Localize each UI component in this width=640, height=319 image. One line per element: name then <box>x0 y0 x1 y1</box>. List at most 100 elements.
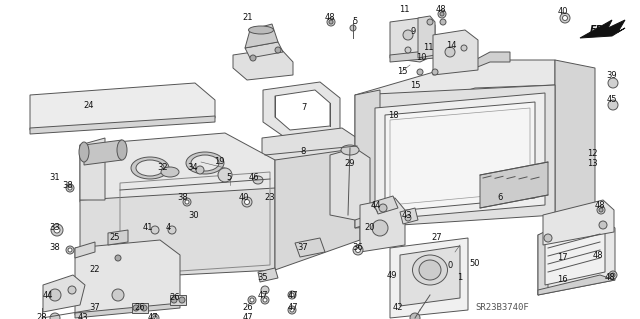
Text: 38: 38 <box>63 181 74 189</box>
Circle shape <box>250 298 254 302</box>
Circle shape <box>261 296 269 304</box>
Text: 31: 31 <box>50 174 60 182</box>
Polygon shape <box>400 246 460 306</box>
Text: 12: 12 <box>587 149 597 158</box>
Text: 48: 48 <box>593 250 604 259</box>
Ellipse shape <box>161 167 179 177</box>
Text: 26: 26 <box>134 303 145 313</box>
Polygon shape <box>475 52 510 68</box>
Text: 21: 21 <box>243 13 253 23</box>
Circle shape <box>440 12 444 16</box>
Text: 11: 11 <box>423 42 433 51</box>
Circle shape <box>115 255 121 261</box>
Text: 10: 10 <box>416 54 426 63</box>
Text: 26: 26 <box>243 303 253 313</box>
Circle shape <box>288 291 296 299</box>
Ellipse shape <box>131 157 169 179</box>
Text: 35: 35 <box>258 273 268 283</box>
Circle shape <box>66 246 74 254</box>
Text: 47: 47 <box>288 291 298 300</box>
Circle shape <box>372 220 388 236</box>
Polygon shape <box>75 240 180 315</box>
Circle shape <box>171 297 177 303</box>
Text: 8: 8 <box>300 147 306 157</box>
Text: 24: 24 <box>84 100 94 109</box>
Polygon shape <box>263 82 340 136</box>
Circle shape <box>609 271 617 279</box>
Text: FR.: FR. <box>590 25 608 35</box>
Polygon shape <box>390 50 435 62</box>
Text: 48: 48 <box>605 273 615 283</box>
Circle shape <box>248 296 256 304</box>
Polygon shape <box>355 60 555 118</box>
Polygon shape <box>330 148 370 220</box>
Polygon shape <box>170 295 186 305</box>
Ellipse shape <box>117 140 127 160</box>
Polygon shape <box>538 275 615 295</box>
Polygon shape <box>555 60 595 220</box>
Circle shape <box>403 30 413 40</box>
Text: 37: 37 <box>90 303 100 313</box>
Polygon shape <box>390 238 468 318</box>
Text: 30: 30 <box>189 211 199 219</box>
Circle shape <box>563 16 568 20</box>
Text: 32: 32 <box>157 164 168 173</box>
Text: 11: 11 <box>399 5 409 14</box>
Text: 15: 15 <box>410 80 420 90</box>
Circle shape <box>353 245 363 255</box>
Text: 0: 0 <box>447 261 452 270</box>
Circle shape <box>432 69 438 75</box>
Polygon shape <box>80 133 275 202</box>
Circle shape <box>544 234 552 242</box>
Text: 44: 44 <box>43 291 53 300</box>
Polygon shape <box>275 90 330 130</box>
Text: 25: 25 <box>109 234 120 242</box>
Text: 7: 7 <box>301 102 307 112</box>
Circle shape <box>179 297 185 303</box>
Circle shape <box>438 10 446 18</box>
Ellipse shape <box>341 145 359 155</box>
Text: 1: 1 <box>458 273 463 283</box>
Text: 34: 34 <box>188 164 198 173</box>
Circle shape <box>608 78 618 88</box>
Text: 46: 46 <box>249 173 259 182</box>
Circle shape <box>112 289 124 301</box>
Ellipse shape <box>196 166 204 174</box>
Circle shape <box>405 215 411 221</box>
Circle shape <box>54 227 60 233</box>
Polygon shape <box>400 208 418 224</box>
Polygon shape <box>355 85 555 228</box>
Polygon shape <box>538 218 615 295</box>
Polygon shape <box>360 198 405 252</box>
Circle shape <box>151 226 159 234</box>
Polygon shape <box>245 42 283 58</box>
Text: 15: 15 <box>397 68 407 77</box>
Circle shape <box>599 208 603 212</box>
Circle shape <box>611 273 615 277</box>
Text: 45: 45 <box>607 95 617 105</box>
Text: 29: 29 <box>345 159 355 167</box>
Circle shape <box>379 204 387 212</box>
Ellipse shape <box>79 142 89 162</box>
Text: 18: 18 <box>388 110 398 120</box>
Ellipse shape <box>218 168 232 182</box>
Ellipse shape <box>191 155 219 171</box>
Text: 20: 20 <box>365 224 375 233</box>
Polygon shape <box>80 138 105 200</box>
Circle shape <box>288 306 296 314</box>
Text: 4: 4 <box>165 224 171 233</box>
Circle shape <box>290 293 294 297</box>
Circle shape <box>242 197 252 207</box>
Ellipse shape <box>419 260 441 280</box>
Text: 33: 33 <box>50 224 60 233</box>
Text: 43: 43 <box>402 211 412 219</box>
Polygon shape <box>543 200 614 245</box>
Polygon shape <box>132 303 148 313</box>
Circle shape <box>263 298 267 302</box>
Text: 19: 19 <box>214 158 224 167</box>
Text: 37: 37 <box>298 243 308 253</box>
Text: 16: 16 <box>557 276 567 285</box>
Text: 9: 9 <box>410 27 415 36</box>
Text: 47: 47 <box>258 291 268 300</box>
Circle shape <box>597 206 605 214</box>
